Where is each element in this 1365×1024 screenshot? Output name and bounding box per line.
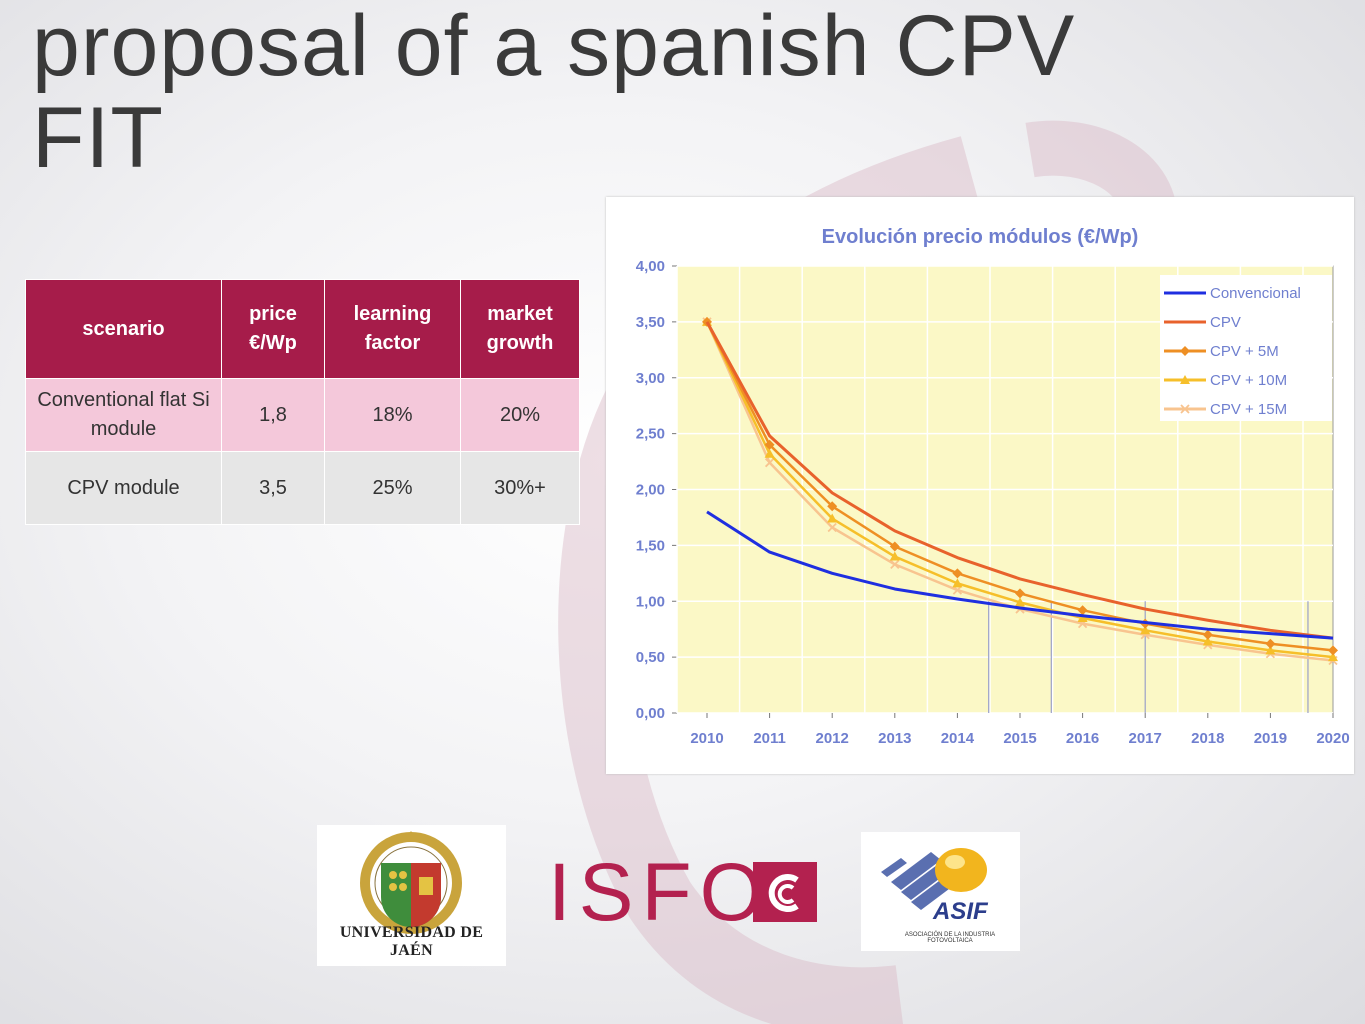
- x-tick-label: 2014: [941, 730, 975, 747]
- scenario-table: scenario price €/Wp learning factor mark…: [25, 279, 580, 525]
- x-tick-label: 2012: [816, 730, 849, 747]
- data-point-triangle: [764, 448, 775, 458]
- data-point-triangle: [1265, 645, 1276, 655]
- data-point-triangle: [1328, 652, 1338, 662]
- data-point-diamond: [952, 568, 963, 579]
- data-point-triangle: [1140, 625, 1151, 635]
- y-tick-label: 0,00: [636, 705, 665, 722]
- y-tick-label: 3,00: [636, 370, 665, 387]
- series-line: [706, 510, 1334, 640]
- x-tick-label: 2017: [1129, 730, 1162, 747]
- data-point-triangle: [889, 551, 900, 561]
- data-point-diamond: [1015, 588, 1025, 599]
- legend-marker: [1180, 346, 1190, 356]
- data-point-x: [952, 585, 963, 595]
- data-point-x: [890, 559, 900, 570]
- legend-label: CPV: [1210, 314, 1241, 331]
- asif-subtitle: ASOCIACIÓN DE LA INDUSTRIA FOTOVOLTAICA: [904, 932, 996, 944]
- data-point-triangle: [827, 513, 838, 523]
- data-point-diamond: [1265, 638, 1276, 649]
- legend-marker: [1180, 404, 1190, 414]
- data-point-diamond: [827, 501, 838, 512]
- x-tick-label: 2011: [753, 730, 786, 747]
- asif-wordmark: ASIF: [933, 898, 988, 925]
- cell-market-growth: 20%: [460, 378, 580, 452]
- data-point-x: [764, 458, 775, 468]
- y-tick-label: 1,00: [636, 593, 665, 610]
- table-header-row: scenario price €/Wp learning factor mark…: [25, 279, 580, 379]
- series-line: [705, 321, 1334, 640]
- x-tick-label: 2016: [1066, 730, 1099, 747]
- cell-price: 3,5: [221, 451, 325, 525]
- x-tick-label: 2020: [1316, 730, 1349, 747]
- data-point-diamond: [889, 541, 900, 552]
- x-tick-label: 2018: [1191, 730, 1224, 747]
- y-tick-label: 3,50: [636, 314, 665, 331]
- data-point-diamond: [1077, 605, 1088, 616]
- table-row: CPV module 3,5 25% 30%+: [25, 451, 580, 525]
- chart-svg: Evolución precio módulos (€/Wp) 0,00 0,50 1…: [636, 226, 1350, 747]
- y-tick-label: 4,00: [636, 258, 665, 275]
- table-row: Conventional flat Si module 1,8 18% 20%: [25, 378, 580, 452]
- university-seal-icon: [360, 831, 462, 934]
- header-learning-factor: learning factor: [324, 279, 461, 379]
- x-tick-label: 2015: [1003, 730, 1036, 747]
- header-market-growth: market growth: [460, 279, 580, 379]
- y-tick-label: 2,50: [636, 426, 665, 443]
- chart-title: Evolución precio módulos (€/Wp): [822, 226, 1139, 248]
- header-price: price €/Wp: [221, 279, 325, 379]
- isfoc-c-icon: [753, 862, 817, 922]
- legend-label: Convencional: [1210, 285, 1301, 302]
- data-point-triangle: [952, 578, 963, 588]
- isfoc-wordmark: ISFO: [548, 847, 772, 938]
- y-tick-label: 1,50: [636, 537, 665, 554]
- data-point-diamond: [1202, 629, 1213, 640]
- legend-label: CPV + 10M: [1210, 372, 1287, 389]
- cell-market-growth: 30%+: [460, 451, 580, 525]
- y-tick-label: 2,00: [636, 482, 665, 499]
- data-point-diamond: [1328, 645, 1338, 656]
- data-point-triangle: [1077, 613, 1088, 623]
- cell-learning-factor: 25%: [324, 451, 461, 525]
- uja-wordmark: UNIVERSIDAD DE JAÉN: [339, 924, 484, 959]
- data-point-diamond: [764, 439, 775, 450]
- data-point-triangle: [1015, 597, 1025, 607]
- cell-learning-factor: 18%: [324, 378, 461, 452]
- cell-scenario: Conventional flat Si module: [25, 378, 222, 452]
- cell-scenario: CPV module: [25, 451, 222, 525]
- header-scenario: scenario: [25, 279, 222, 379]
- price-evolution-chart: Evolución precio módulos (€/Wp) 0,00 0,50 1…: [606, 197, 1354, 774]
- asif-logo: ASIF ASOCIACIÓN DE LA INDUSTRIA FOTOVOLT…: [861, 832, 1020, 951]
- legend-label: CPV + 15M: [1210, 401, 1287, 418]
- data-point-x: [827, 522, 837, 533]
- y-tick-label: 0,50: [636, 649, 665, 666]
- legend-label: CPV + 5M: [1210, 343, 1279, 360]
- universidad-de-jaen-logo: UNIVERSIDAD DE JAÉN: [317, 825, 506, 966]
- x-tick-label: 2010: [690, 730, 723, 747]
- legend-marker: [1180, 375, 1190, 384]
- data-point-triangle: [1202, 636, 1213, 646]
- x-tick-label: 2019: [1254, 730, 1287, 747]
- slide-title: proposal of a spanish CPV FIT: [32, 0, 1076, 186]
- x-tick-label: 2013: [878, 730, 911, 747]
- asif-emblem-icon: [881, 848, 987, 910]
- legend-box: [1160, 275, 1332, 421]
- cell-price: 1,8: [221, 378, 325, 452]
